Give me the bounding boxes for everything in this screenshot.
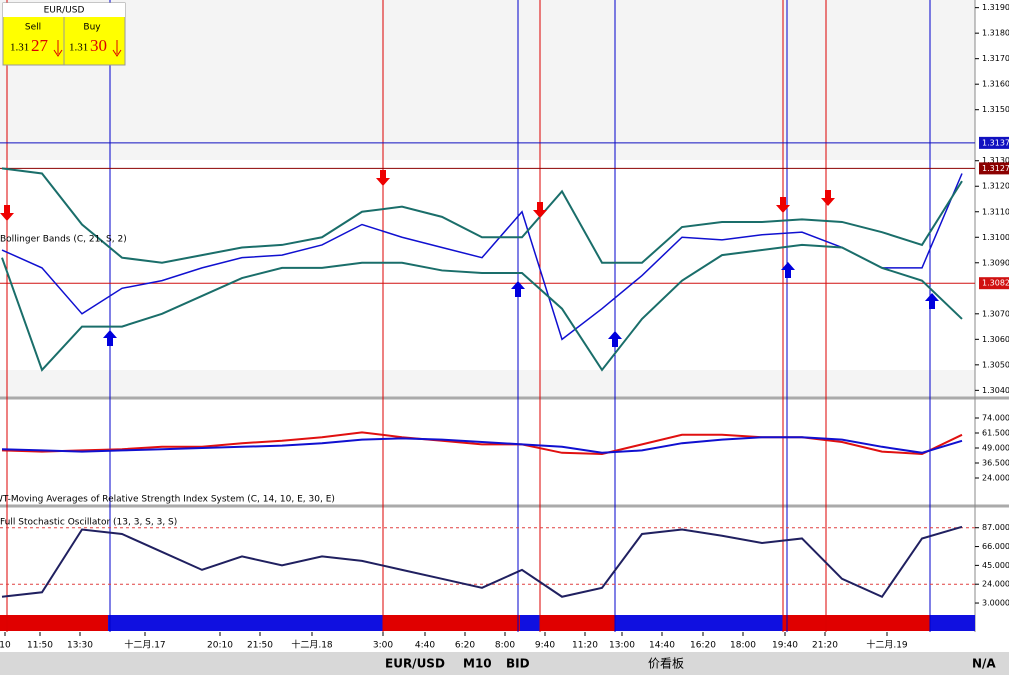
series-line: [1, 173, 963, 341]
y-tick-label: 1.3170: [982, 54, 1009, 63]
sell-label: Sell: [25, 23, 41, 33]
y-tick-label: 24.000: [982, 474, 1009, 483]
price-tag: [979, 136, 1009, 149]
x-tick-label: 8:00: [495, 641, 515, 651]
price-tag-label: 1.3082: [982, 279, 1009, 288]
stoch-panel: [0, 508, 975, 612]
y-tick-label: 1.3190: [982, 3, 1009, 12]
signal-arrow: [103, 330, 117, 346]
x-tick-label: 19:40: [772, 641, 798, 651]
y-tick-label: 1.3130: [982, 156, 1009, 165]
toolbar-board[interactable]: 价看板: [648, 657, 684, 671]
rsi-panel: [0, 400, 975, 505]
y-tick-label: 1.3180: [982, 29, 1009, 38]
signal-arrow: [781, 262, 795, 278]
y-tick-label: 1.3070: [982, 309, 1009, 318]
signal-segment: [540, 615, 615, 631]
buy-label: Buy: [83, 23, 101, 33]
x-tick-label: 14:40: [649, 641, 675, 651]
price-band: [0, 160, 975, 370]
y-tick-label: 1.3040: [982, 386, 1009, 395]
y-tick-label: 3.0000: [982, 599, 1009, 608]
signal-arrow: [608, 331, 622, 347]
toolbar-symbol[interactable]: EUR/USD: [385, 657, 445, 671]
x-tick-label: 11:50: [27, 641, 53, 651]
signal-arrow: [821, 190, 835, 206]
indicator-title: Full Stochastic Oscillator (13, 3, S, 3,…: [0, 518, 177, 528]
signal-segment: [783, 615, 930, 631]
y-tick-label: 36.500: [982, 459, 1009, 468]
signal-segment: [520, 615, 540, 631]
signal-segment: [930, 615, 975, 631]
x-tick-label: 6:20: [455, 641, 475, 651]
y-tick-label: 74.000: [982, 414, 1009, 423]
signal-segment: [615, 615, 783, 631]
buy-prefix: 1.31: [69, 42, 88, 54]
x-tick-label: 11:20: [572, 641, 598, 651]
x-tick-label: 十二月.19: [866, 639, 908, 651]
x-tick-label: 4:40: [415, 641, 435, 651]
series-line: [1, 243, 963, 372]
y-tick-label: 1.3160: [982, 80, 1009, 89]
x-tick-label: 20:10: [207, 641, 233, 651]
x-tick-label: 十二月.17: [124, 639, 165, 651]
x-tick-label: 18:00: [730, 641, 756, 651]
price-tag-label: 1.3127: [982, 164, 1009, 173]
indicator-title: Bollinger Bands (C, 21, S, 2): [0, 235, 127, 245]
signal-arrow: [925, 293, 939, 309]
y-tick-label: 66.000: [982, 542, 1009, 551]
buy-pips: 30: [90, 36, 107, 55]
y-tick-label: 1.3110: [982, 207, 1009, 216]
toolbar: [0, 652, 1009, 675]
y-tick-label: 1.3050: [982, 360, 1009, 369]
x-tick-label: 3:00: [373, 641, 393, 651]
price-tag: [979, 162, 1009, 175]
x-tick-label: 10: [0, 641, 11, 651]
y-tick-label: 1.3120: [982, 182, 1009, 191]
y-tick-label: 61.500: [982, 429, 1009, 438]
series-line: [1, 436, 963, 454]
signal-segment: [0, 615, 108, 631]
toolbar-price[interactable]: BID: [506, 657, 530, 671]
signal-segment: [383, 615, 520, 631]
sell-prefix: 1.31: [10, 42, 29, 54]
y-tick-label: 1.3150: [982, 105, 1009, 114]
y-tick-label: 1.3100: [982, 233, 1009, 242]
y-tick-label: 49.000: [982, 444, 1009, 453]
x-tick-label: 16:20: [690, 641, 716, 651]
toolbar-status[interactable]: N/A: [972, 657, 996, 671]
x-tick-label: 21:50: [247, 641, 273, 651]
signal-arrow: [0, 205, 14, 221]
y-tick-label: 87.000: [982, 523, 1009, 532]
signal-arrow: [376, 170, 390, 186]
sell-pips: 27: [31, 36, 49, 55]
signal-arrow: [533, 202, 547, 218]
x-tick-label: 9:40: [535, 641, 555, 651]
signal-segment: [108, 615, 383, 631]
y-tick-label: 1.3060: [982, 335, 1009, 344]
y-tick-label: 24.000: [982, 580, 1009, 589]
x-tick-label: 13:00: [609, 641, 635, 651]
x-tick-label: 21:20: [812, 641, 838, 651]
y-tick-label: 45.000: [982, 561, 1009, 570]
price-tag-label: 1.3137: [982, 138, 1009, 147]
signal-arrow: [511, 281, 525, 297]
series-line: [1, 167, 963, 264]
x-tick-label: 十二月.18: [291, 639, 333, 651]
toolbar-period[interactable]: M10: [463, 657, 492, 671]
price-tag: [979, 277, 1009, 290]
x-tick-label: 13:30: [67, 641, 93, 651]
quote-box[interactable]: EUR/USD Sell Buy 1.31 27 1.31 30: [2, 2, 126, 66]
y-tick-label: 1.3090: [982, 258, 1009, 267]
series-line: [1, 525, 963, 599]
signal-arrow: [776, 197, 790, 213]
quote-symbol: EUR/USD: [44, 6, 85, 16]
indicator-title: WT-Moving Averages of Relative Strength …: [0, 495, 335, 505]
